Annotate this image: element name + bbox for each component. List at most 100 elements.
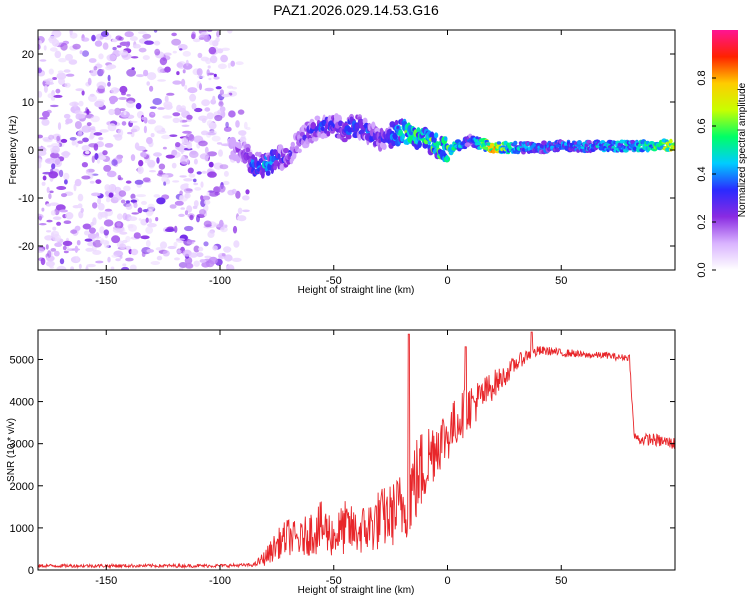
noise-blob — [108, 192, 114, 198]
noise-blob — [179, 194, 184, 201]
noise-blob — [176, 238, 185, 241]
ridge-blob — [346, 133, 352, 140]
noise-blob — [219, 89, 224, 96]
noise-blob — [96, 158, 101, 164]
noise-blob — [164, 66, 171, 73]
noise-blob — [93, 132, 103, 136]
noise-blob — [97, 197, 102, 205]
noise-blob — [241, 134, 246, 140]
noise-blob — [143, 69, 149, 77]
noise-blob — [141, 116, 147, 120]
noise-blob — [184, 192, 191, 199]
noise-blob — [52, 216, 62, 220]
noise-blob — [182, 50, 191, 57]
noise-blob — [39, 117, 48, 120]
noise-blob — [92, 250, 102, 255]
noise-blob — [81, 90, 85, 96]
noise-blob — [47, 250, 52, 258]
x-tick-label: -100 — [209, 275, 231, 287]
noise-blob — [70, 266, 74, 270]
noise-blob — [84, 230, 90, 236]
noise-blob — [38, 44, 41, 51]
y-tick-label: 0 — [28, 565, 34, 577]
noise-blob — [81, 125, 92, 133]
x-tick-label: 50 — [555, 275, 567, 287]
colorbar-ticks: 0.0 0.2 0.4 0.6 0.8 — [696, 70, 716, 278]
noise-blob — [221, 253, 226, 257]
ridge-blob — [381, 143, 387, 150]
noise-blob — [221, 93, 231, 98]
noise-blob — [147, 119, 156, 125]
noise-blob — [88, 135, 94, 140]
noise-blob — [104, 143, 114, 148]
noise-blob — [106, 64, 117, 70]
noise-blob — [63, 220, 72, 224]
noise-blob — [153, 194, 161, 198]
ridge-blob — [398, 129, 404, 137]
noise-blob — [161, 174, 169, 178]
noise-blob — [63, 113, 71, 119]
noise-blob — [107, 123, 117, 132]
noise-blob — [91, 34, 96, 42]
noise-blob — [146, 249, 154, 253]
noise-blob — [178, 213, 185, 217]
noise-blob — [136, 146, 146, 151]
noise-blob — [207, 151, 218, 157]
noise-blob — [203, 241, 209, 247]
noise-blob — [242, 209, 250, 213]
noise-blob — [182, 63, 193, 70]
noise-blob — [74, 121, 82, 129]
noise-blob — [74, 225, 81, 231]
noise-blob — [186, 114, 193, 120]
noise-blob — [59, 209, 68, 213]
ridge-blob — [490, 143, 495, 148]
noise-blob — [119, 231, 128, 235]
noise-blob — [48, 68, 54, 75]
noise-blob — [206, 132, 216, 136]
noise-blob — [185, 59, 189, 67]
noise-blob — [38, 91, 43, 98]
noise-blob — [193, 200, 199, 208]
ridge-blob — [669, 138, 673, 144]
noise-blob — [98, 136, 104, 141]
colorbar-tick-label: 0.8 — [696, 70, 708, 85]
y-tick-label: 0 — [28, 145, 34, 157]
noise-blob — [88, 94, 97, 102]
noise-blob — [198, 34, 208, 40]
noise-blob — [56, 72, 67, 80]
noise-blob — [192, 205, 198, 209]
noise-blob — [242, 195, 250, 201]
y-tick-label: 2000 — [10, 481, 34, 493]
noise-blob — [245, 189, 250, 195]
noise-blob — [69, 101, 79, 107]
noise-blob — [207, 171, 217, 178]
noise-blob — [186, 205, 193, 213]
noise-blob — [99, 226, 105, 234]
noise-blob — [231, 188, 237, 194]
noise-blob — [135, 102, 142, 110]
noise-blob — [208, 77, 212, 81]
noise-blob — [124, 31, 134, 38]
y-tick-label: 20 — [22, 49, 34, 61]
noise-blob — [63, 172, 70, 181]
snr-y-label: SNR (10 * v/v) — [6, 418, 17, 482]
ridge-blob — [248, 151, 253, 157]
noise-blob — [131, 212, 139, 215]
noise-blob — [48, 134, 55, 140]
noise-blob — [176, 71, 180, 76]
noise-blob — [193, 178, 197, 183]
noise-blob — [86, 263, 96, 268]
noise-blob — [198, 115, 208, 121]
noise-blob — [153, 30, 158, 33]
noise-blob — [146, 209, 154, 215]
noise-blob — [129, 36, 138, 42]
noise-blob — [69, 137, 77, 141]
noise-blob — [39, 59, 47, 62]
noise-blob — [191, 103, 197, 110]
noise-blob — [137, 207, 143, 214]
noise-blob — [38, 150, 47, 156]
noise-blob — [64, 179, 68, 185]
spectrogram-x-label: Height of straight line (km) — [298, 285, 415, 296]
noise-blob — [224, 224, 228, 228]
noise-blob — [81, 175, 91, 180]
